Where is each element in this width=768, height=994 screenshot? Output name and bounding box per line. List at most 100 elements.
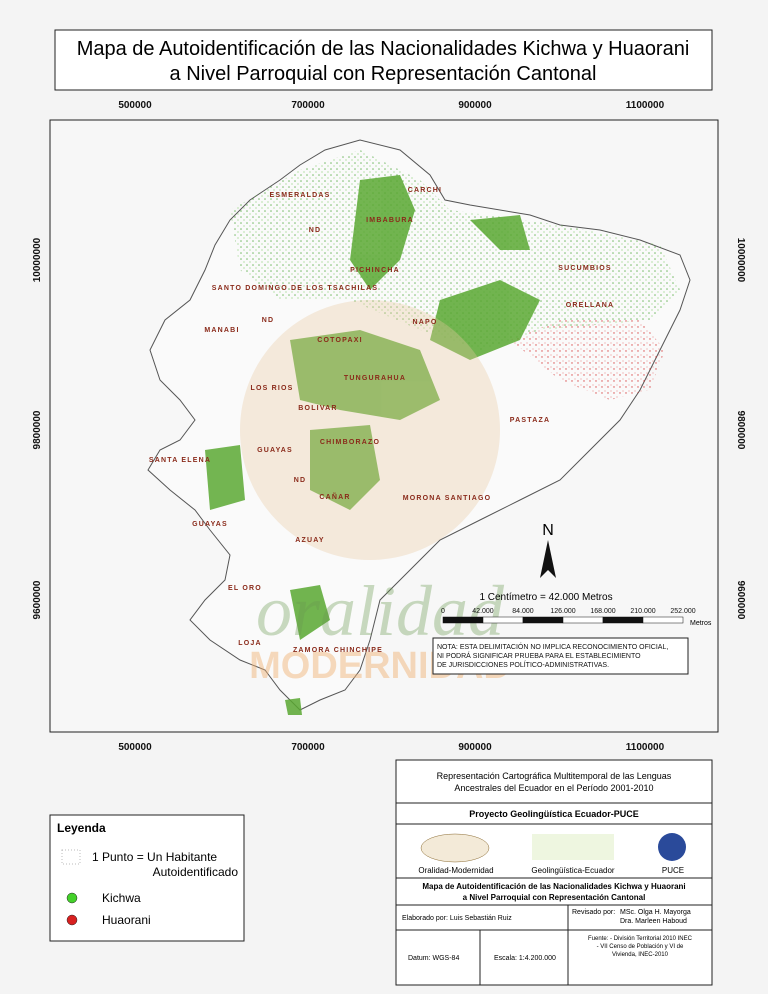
note: NOTA: ESTA DELIMITACIÓN NO IMPLICA RECON… (437, 642, 668, 651)
made-by: Elaborado por: Luis Sebastián Ruiz (402, 915, 512, 922)
province-label: EL ORO (228, 585, 262, 592)
province-label: PASTAZA (510, 417, 550, 424)
x-tick-label: 1100000 (626, 100, 665, 111)
scale-text: Escala: 1:4.200.000 (494, 955, 556, 962)
logo (532, 834, 614, 860)
dot-area (510, 320, 665, 400)
block-map-title: a Nivel Parroquial con Representación Ca… (463, 893, 646, 902)
legend-swatch (66, 892, 78, 904)
province-label: SANTA ELENA (149, 457, 211, 464)
province-label: COTOPAXI (317, 337, 363, 344)
area (430, 280, 540, 360)
area (350, 175, 415, 290)
y-tick-label: 10000000 (735, 238, 746, 283)
area (470, 215, 530, 250)
province-label: IMBABURA (366, 217, 414, 224)
area (290, 330, 440, 420)
title: a Nivel Parroquial con Representación Ca… (170, 63, 597, 85)
y-tick-label: 9600000 (735, 581, 746, 620)
province-label: GUAYAS (192, 521, 228, 528)
y-tick-label: 9800000 (32, 410, 43, 449)
province-label: TUNGURAHUA (344, 375, 406, 382)
watermark-circle (240, 300, 500, 560)
datum: Datum: WGS-84 (408, 955, 459, 962)
legend-label: Autoidentificado (153, 865, 239, 879)
legend-label: Kichwa (102, 891, 141, 905)
note-box (432, 637, 689, 675)
scale-label: 42.000 (472, 608, 494, 615)
source: - VII Censo de Población y VI de (597, 944, 684, 950)
scale-segment (602, 616, 644, 624)
block-border (395, 759, 713, 986)
block-heading: Representación Cartográfica Multitempora… (437, 771, 672, 781)
scale-segment (642, 616, 684, 624)
x-tick-label: 900000 (458, 100, 492, 111)
legend-box (49, 814, 245, 942)
logo-caption: Geolingüística-Ecuador (531, 866, 614, 875)
area (310, 425, 380, 510)
scale-label: 210.000 (630, 608, 655, 615)
source: Vivienda, INEC-2010 (612, 952, 669, 958)
x-tick-label: 500000 (118, 742, 152, 753)
source: Fuente: - División Territorial 2010 INEC (588, 936, 693, 942)
province-label: LOS RIOS (250, 385, 293, 392)
dot-area (230, 150, 680, 350)
province-label: CAÑAR (319, 492, 350, 501)
area (205, 445, 245, 510)
scale-segment (522, 616, 564, 624)
block-heading: Ancestrales del Ecuador en el Período 20… (454, 783, 653, 793)
x-tick-label: 700000 (291, 742, 325, 753)
scale-label: 168.000 (590, 608, 615, 615)
province-label: BOLIVAR (298, 405, 337, 412)
logo-caption: Oralidad-Modernidad (418, 866, 493, 875)
scale-title: 1 Centímetro = 42.000 Metros (479, 592, 612, 603)
province-label: MORONA SANTIAGO (403, 495, 492, 502)
province-label: ND (309, 227, 322, 234)
logo (420, 833, 490, 863)
legend-label: Huaorani (102, 913, 151, 927)
north-label: N (542, 522, 554, 539)
province-label: CHIMBORAZO (320, 439, 380, 446)
legend-label: 1 Punto = Un Habitante (92, 850, 217, 864)
legend-swatch (66, 914, 78, 926)
logo-caption: PUCE (662, 866, 684, 875)
scale-segment (482, 616, 524, 624)
y-tick-label: 10000000 (32, 237, 43, 282)
logo (658, 833, 686, 861)
x-tick-label: 500000 (118, 100, 152, 111)
title-box (54, 29, 713, 91)
x-tick-label: 900000 (458, 742, 492, 753)
title: Mapa de Autoidentificación de las Nacion… (77, 38, 690, 60)
kichwa-areas (205, 175, 540, 715)
scale-label: 252.000 (670, 608, 695, 615)
province-label: SUCUMBIOS (558, 265, 612, 272)
province-label: GUAYAS (257, 447, 293, 454)
scale-segment (442, 616, 484, 624)
province-label: CARCHI (408, 187, 442, 194)
project: Proyecto Geolingüística Ecuador-PUCE (469, 809, 639, 819)
block-map-title: Mapa de Autoidentificación de las Nacion… (422, 882, 685, 891)
scale-label: 126.000 (550, 608, 575, 615)
province-label: PICHINCHA (350, 267, 400, 274)
x-tick-label: 1100000 (626, 742, 665, 753)
reviewed-label: Revisado por: (572, 909, 615, 916)
scale-segment (562, 616, 604, 624)
scale-label: 0 (441, 608, 445, 615)
province-label: ND (294, 477, 307, 484)
province-label: ZAMORA CHINCHIPE (293, 647, 383, 654)
y-tick-label: 9600000 (32, 580, 43, 619)
legend-title: Leyenda (57, 821, 106, 835)
province-label: AZUAY (295, 537, 324, 544)
reviewer: MSc. Olga H. Mayorga (620, 909, 691, 916)
note: DE JURISDICCIONES POLÍTICO-ADMINISTRATIV… (437, 660, 609, 669)
y-tick-label: 9800000 (735, 411, 746, 450)
legend-dot-icon (61, 849, 81, 865)
note: NI PODRÁ SIGNIFICAR PRUEBA PARA EL ESTAB… (437, 651, 641, 660)
title-block (395, 759, 713, 986)
area (285, 698, 302, 715)
province-label: ESMERALDAS (269, 192, 330, 199)
x-tick-label: 700000 (291, 100, 325, 111)
scale-unit: Metros (690, 620, 712, 627)
province-label: ND (262, 317, 275, 324)
